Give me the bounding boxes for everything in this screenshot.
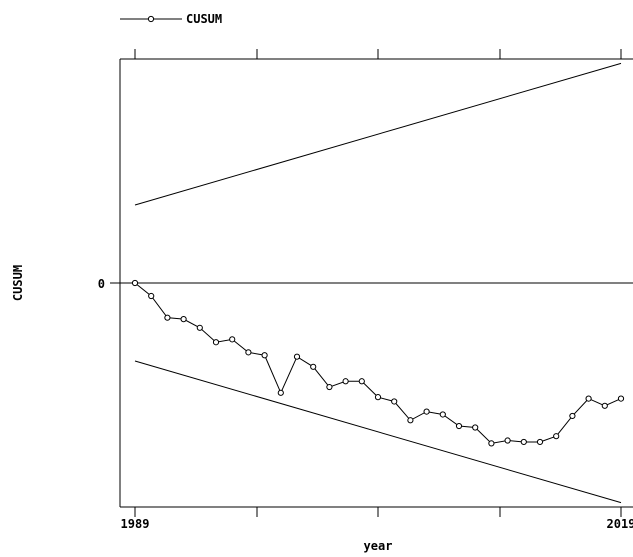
cusum-point — [439, 411, 446, 418]
cusum-point — [164, 314, 171, 321]
cusum-point — [212, 339, 220, 346]
cusum-point — [180, 316, 187, 323]
plot-marks — [120, 62, 633, 504]
cusum-point — [131, 279, 139, 287]
y-tick-label-zero: 0 — [98, 277, 105, 291]
lower-bound-line — [134, 360, 622, 504]
cusum-point — [391, 398, 398, 405]
cusum-point — [293, 353, 301, 360]
cusum-series-line — [134, 282, 622, 444]
legend-label-cusum: CUSUM — [186, 12, 222, 26]
cusum-point — [261, 352, 268, 359]
cusum-point — [423, 408, 430, 415]
x-axis-title: year — [364, 539, 393, 553]
cusum-point — [342, 378, 349, 385]
cusum-point — [617, 395, 625, 402]
x-tick-label-start: 1989 — [121, 517, 150, 531]
cusum-point — [148, 292, 155, 300]
cusum-point — [229, 336, 236, 343]
cusum-point — [569, 412, 576, 420]
cusum-point — [504, 437, 511, 444]
cusum-point — [407, 417, 414, 424]
cusum-point — [326, 383, 333, 391]
y-axis-title: CUSUM — [11, 265, 25, 301]
x-tick-label-end: 2019 — [607, 517, 633, 531]
upper-bound-line — [134, 62, 622, 206]
cusum-point — [520, 438, 527, 446]
x-ticks-top — [134, 49, 622, 59]
cusum-point — [358, 378, 365, 385]
cusum-point — [310, 363, 317, 370]
cusum-point — [196, 324, 203, 331]
cusum-point — [245, 349, 252, 356]
cusum-point — [472, 424, 479, 431]
legend-marker — [147, 15, 155, 23]
cusum-point — [601, 402, 608, 409]
cusum-point — [488, 440, 495, 447]
cusum-point — [455, 422, 463, 430]
cusum-point — [553, 433, 560, 440]
cusum-point — [277, 389, 284, 396]
legend: CUSUM — [120, 12, 222, 26]
cusum-point — [536, 438, 544, 446]
cusum-point — [585, 395, 592, 402]
x-ticks-bottom — [134, 507, 622, 517]
cusum-point — [374, 394, 382, 401]
